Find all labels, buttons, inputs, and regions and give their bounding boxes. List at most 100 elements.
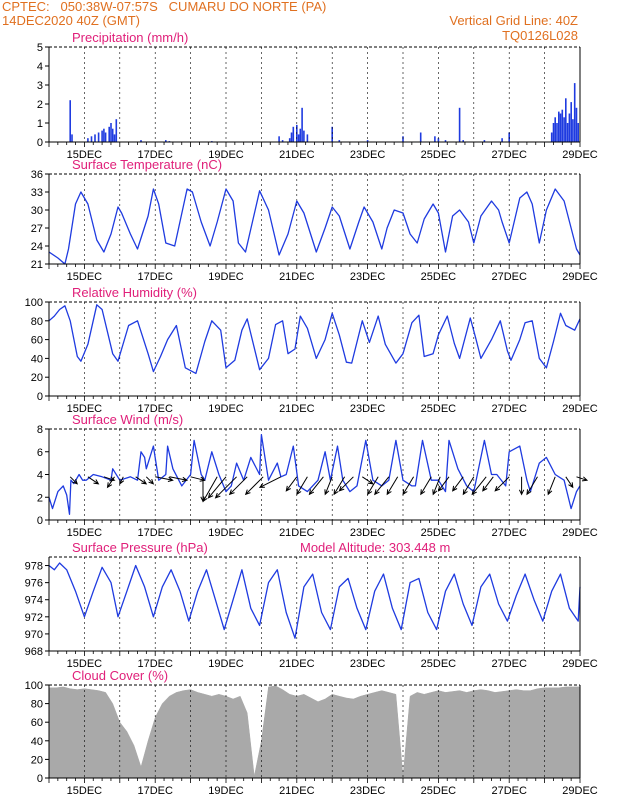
pressure-ytick-label-3: 974 <box>25 595 43 607</box>
precip-bar-34 <box>434 136 436 142</box>
wind-title: Surface Wind (m/s) <box>72 412 183 427</box>
wind-vector-25 <box>374 476 390 496</box>
precip-bar-56 <box>575 107 578 142</box>
header-model-id: TQ0126L028 <box>502 28 578 43</box>
cloud-title: Cloud Cover (%) <box>72 668 168 683</box>
wind-vector-35 <box>494 476 510 492</box>
cloud-ytick-label-5: 100 <box>25 680 43 692</box>
wind-ytick-label-1: 2 <box>37 492 43 504</box>
cloud-xtick-label-7: 29DEC <box>562 785 598 797</box>
wind-vector-24 <box>367 476 379 496</box>
precip-ytick-label-3: 3 <box>37 80 43 92</box>
precip-bar-33 <box>419 132 422 142</box>
wind-vector-14 <box>228 476 248 496</box>
temp-xtick-label-2: 19DEC <box>208 271 244 283</box>
precip-bar-13 <box>115 119 118 142</box>
wind-vector-15 <box>244 476 264 496</box>
pressure-xtick-label-6: 27DEC <box>491 658 527 670</box>
wind-vector-29 <box>432 476 441 496</box>
pressure-panel: 968 970 972 974 976 978 15DEC 17DEC 19DEC 21DEC 23… <box>25 540 598 670</box>
wind-xtick-label-3: 21DEC <box>279 527 315 539</box>
wind-panel: 0 2 4 6 8 15DEC 17DEC 19DEC 21DEC 23DEC 25DEC 27DEC… <box>37 412 598 539</box>
pressure-title: Surface Pressure (hPa) <box>72 540 208 555</box>
rh-title: Relative Humidity (%) <box>72 285 197 300</box>
precip-bar-29 <box>331 126 333 142</box>
pressure-xtick-label-7: 29DEC <box>562 658 598 670</box>
cloud-ytick-label-0: 0 <box>37 773 43 785</box>
precip-bar-10 <box>110 123 112 142</box>
precip-bar-3 <box>90 136 93 142</box>
precip-bar-11 <box>111 128 114 142</box>
precip-bar-48 <box>561 109 564 142</box>
temp-xtick-label-1: 17DEC <box>137 271 173 283</box>
header-location: CPTEC: 050:38W-07:57S CUMARU DO NORTE (P… <box>2 0 327 14</box>
wind-vector-5 <box>135 476 148 485</box>
cloud-xtick-label-3: 21DEC <box>279 785 315 797</box>
precip-bar-54 <box>572 119 574 142</box>
temp-ytick-label-0: 21 <box>31 259 43 271</box>
precip-bar-51 <box>566 123 569 142</box>
pressure-xtick-label-5: 25DEC <box>421 658 457 670</box>
precip-bar-1 <box>71 134 73 142</box>
wind-xtick-label-6: 27DEC <box>491 527 527 539</box>
wind-vector-12 <box>207 476 227 499</box>
precip-bar-8 <box>104 132 107 142</box>
pressure-series-line <box>48 562 581 639</box>
pressure-ytick-label-2: 972 <box>25 612 43 624</box>
precip-bar-52 <box>568 113 571 142</box>
temp-xtick-label-3: 21DEC <box>279 271 315 283</box>
rh-ytick-label-0: 0 <box>37 391 43 403</box>
rh-xtick-label-0: 15DEC <box>67 403 103 415</box>
temp-xtick-label-7: 29DEC <box>562 271 598 283</box>
pressure-xtick-label-2: 19DEC <box>208 658 244 670</box>
wind-vector-9 <box>190 476 206 482</box>
precip-bar-46 <box>558 111 560 142</box>
precip-bar-12 <box>113 134 116 142</box>
wind-vector-18 <box>296 476 308 496</box>
wind-xtick-label-0: 15DEC <box>67 527 103 539</box>
rh-series-line <box>48 304 581 375</box>
wind-vector-4 <box>119 476 125 485</box>
precip-bar-44 <box>554 117 556 142</box>
wind-vector-33 <box>471 476 487 496</box>
precip-bar-20 <box>288 138 291 142</box>
pressure-ytick-label-5: 978 <box>25 561 43 573</box>
precip-bar-49 <box>563 117 565 142</box>
wind-vector-27 <box>402 476 415 496</box>
rh-ytick-label-4: 80 <box>31 316 43 328</box>
rh-xtick-label-1: 17DEC <box>137 403 173 415</box>
wind-vector-17 <box>285 476 298 492</box>
wind-xtick-label-7: 29DEC <box>562 527 598 539</box>
cloud-panel: 0 20 40 60 80 100 15DEC 17DEC 19DEC 21DEC 23DEC 25D… <box>25 668 598 797</box>
wind-vector-11 <box>202 476 218 503</box>
precip-bar-40 <box>501 138 503 142</box>
precip-xtick-label-4: 23DEC <box>350 149 386 161</box>
wind-ytick-label-3: 6 <box>37 447 43 459</box>
precip-bar-37 <box>458 107 461 142</box>
wind-xtick-label-1: 17DEC <box>137 527 173 539</box>
wind-vector-38 <box>547 476 556 496</box>
precip-bar-22 <box>292 126 295 142</box>
precip-bar-45 <box>556 123 558 142</box>
wind-vector-39 <box>565 476 574 489</box>
wind-xtick-label-5: 25DEC <box>421 527 457 539</box>
temp-xtick-label-6: 27DEC <box>491 271 527 283</box>
precip-bar-26 <box>301 107 303 142</box>
cloud-xtick-label-6: 27DEC <box>491 785 527 797</box>
precip-bar-4 <box>94 134 96 142</box>
header-grid-line: Vertical Grid Line: 40Z <box>449 13 578 28</box>
wind-vector-28 <box>420 476 432 496</box>
wind-vector-36 <box>518 476 525 496</box>
temp-ytick-label-3: 30 <box>31 205 43 217</box>
pressure-xtick-label-3: 21DEC <box>279 658 315 670</box>
cloud-xtick-label-1: 17DEC <box>137 785 173 797</box>
temp-ytick-label-4: 33 <box>31 187 43 199</box>
wind-ytick-label-0: 0 <box>37 515 43 527</box>
precip-bar-27 <box>303 130 305 142</box>
precip-bar-43 <box>552 123 555 142</box>
precip-xtick-label-3: 21DEC <box>279 149 315 161</box>
precip-bar-55 <box>573 83 576 142</box>
rh-ytick-label-5: 100 <box>25 297 43 309</box>
wind-vector-32 <box>462 476 475 496</box>
